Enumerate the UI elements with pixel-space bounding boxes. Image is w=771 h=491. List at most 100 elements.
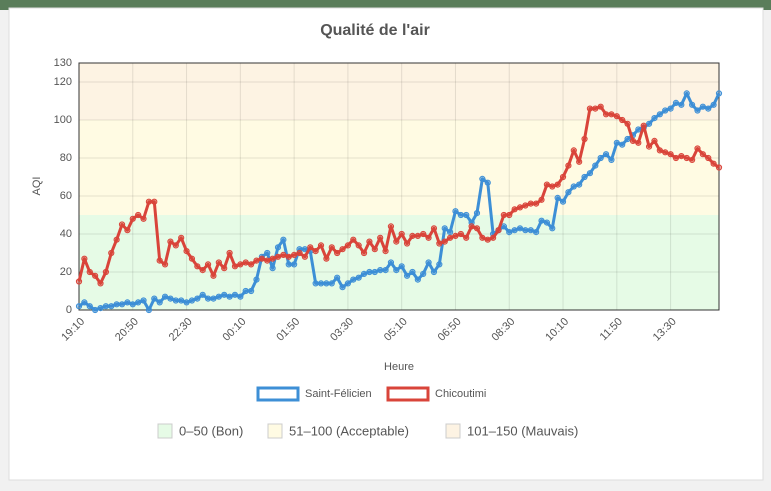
point <box>490 234 497 241</box>
point <box>355 274 362 281</box>
point <box>393 238 400 245</box>
point <box>167 238 174 245</box>
point <box>210 295 217 302</box>
point <box>167 295 174 302</box>
point <box>576 158 583 165</box>
point <box>129 301 136 308</box>
point <box>92 272 99 279</box>
point <box>694 107 701 114</box>
point <box>194 263 201 270</box>
point <box>506 211 513 219</box>
point <box>651 115 658 122</box>
point <box>113 236 120 243</box>
point <box>463 211 470 219</box>
point <box>549 183 556 190</box>
point <box>145 306 153 314</box>
y-tick-label: 100 <box>54 114 72 126</box>
series-lines <box>75 90 723 314</box>
point <box>226 249 233 257</box>
point <box>264 249 271 257</box>
band-legend-label: 101–150 (Mauvais) <box>467 423 578 438</box>
point <box>506 229 513 236</box>
point <box>188 297 196 304</box>
point <box>301 253 308 260</box>
point <box>414 232 421 239</box>
point <box>242 259 249 266</box>
point <box>317 280 325 287</box>
point <box>667 151 674 158</box>
band-legend-swatch <box>267 423 283 439</box>
point <box>86 303 93 310</box>
point <box>135 299 142 306</box>
band-legend-label: 0–50 (Bon) <box>179 423 243 438</box>
point <box>194 295 201 302</box>
point <box>484 179 491 186</box>
point <box>409 268 416 276</box>
point <box>662 107 669 114</box>
point <box>210 272 217 279</box>
point <box>360 270 368 277</box>
point <box>430 225 438 232</box>
band-legend-swatch <box>157 423 173 439</box>
point <box>500 211 507 219</box>
point <box>296 249 303 257</box>
point <box>683 90 690 97</box>
point <box>183 299 190 306</box>
point <box>468 223 475 230</box>
point <box>441 225 448 232</box>
point <box>334 249 341 257</box>
point <box>248 261 255 268</box>
band <box>79 120 719 215</box>
point <box>597 103 604 110</box>
y-tick-label: 0 <box>66 304 72 316</box>
point <box>102 268 109 276</box>
y-axis-label: AQI <box>31 177 43 196</box>
point <box>425 259 432 266</box>
point <box>285 261 292 268</box>
point <box>678 101 685 108</box>
point <box>264 257 271 264</box>
point <box>527 200 534 207</box>
point <box>274 253 282 260</box>
point <box>172 242 179 249</box>
point <box>350 236 357 243</box>
point <box>199 291 206 298</box>
point <box>248 287 255 295</box>
point <box>602 151 610 158</box>
point <box>92 306 99 314</box>
point <box>645 120 653 127</box>
point <box>586 170 594 177</box>
point <box>102 303 109 310</box>
point <box>420 270 427 277</box>
point <box>457 211 464 219</box>
point <box>522 202 529 209</box>
point <box>463 234 470 241</box>
point <box>344 280 352 287</box>
point <box>543 181 550 188</box>
point <box>624 120 631 127</box>
point <box>495 227 502 234</box>
point <box>350 276 357 283</box>
point <box>409 232 416 239</box>
point <box>253 257 260 264</box>
point <box>81 299 88 306</box>
point <box>258 255 265 262</box>
point <box>231 291 239 298</box>
point <box>403 240 411 247</box>
point <box>307 244 314 251</box>
point <box>231 263 239 270</box>
point <box>366 268 373 276</box>
point <box>285 253 292 260</box>
point <box>156 257 163 264</box>
point <box>129 215 136 222</box>
point <box>393 267 400 274</box>
point <box>452 232 459 239</box>
point <box>678 153 685 160</box>
point <box>441 238 448 245</box>
point <box>156 299 163 306</box>
point <box>334 274 341 281</box>
point <box>619 116 626 124</box>
point <box>161 293 169 300</box>
point <box>516 204 524 211</box>
